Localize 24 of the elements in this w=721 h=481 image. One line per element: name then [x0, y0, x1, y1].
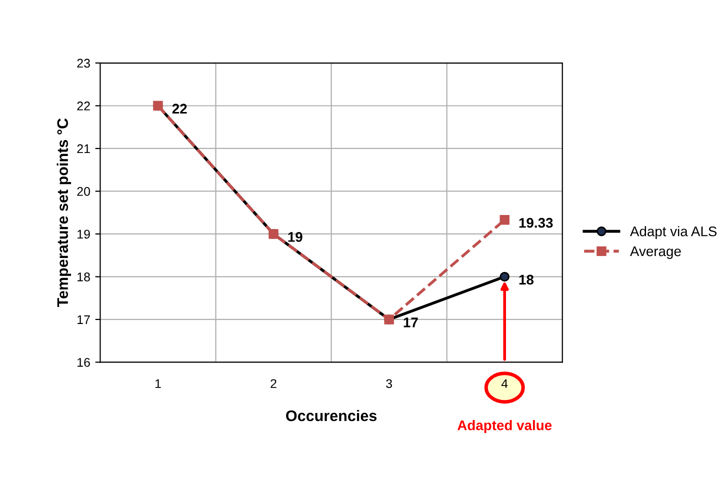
- text: Adapted value: [457, 420, 552, 433]
- x-tick-label: 2: [270, 379, 276, 388]
- y-tick-label: 20: [77, 187, 90, 196]
- y-tick-label: 17: [78, 315, 90, 324]
- data-label: 19: [288, 232, 302, 242]
- y-tick-label: 16: [78, 358, 90, 367]
- y-tick-label: 19: [78, 230, 90, 239]
- x-tick-label: 4: [501, 379, 508, 388]
- y-axis-title: Temperature set points °C: [56, 118, 72, 308]
- x-tick-label: 3: [386, 379, 392, 388]
- y-tick-label: 18: [78, 272, 90, 282]
- point: [500, 215, 510, 225]
- data-label: 17: [404, 318, 418, 328]
- y-tick-label: 23: [77, 58, 90, 68]
- data-label: 19.33: [519, 218, 553, 228]
- legend-label: Adapt via ALS: [630, 226, 717, 240]
- y-tick-label: 21: [77, 144, 90, 154]
- y-tick-label: 22: [77, 102, 90, 110]
- data-label: 22: [172, 104, 187, 114]
- data-label: 18: [519, 274, 534, 285]
- point: [500, 272, 510, 282]
- legend-label: Average: [630, 246, 681, 259]
- x-tick-label: 1: [155, 379, 161, 388]
- x-axis-title: Occurencies: [286, 410, 377, 422]
